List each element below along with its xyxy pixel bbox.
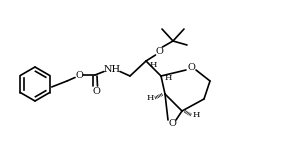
Text: O: O [75,71,83,80]
Text: NH: NH [103,64,120,73]
Text: O: O [92,86,100,95]
Text: H: H [164,74,172,82]
Text: H: H [149,61,157,69]
Text: H: H [146,94,154,102]
Text: H: H [192,111,200,119]
Text: O: O [155,46,163,56]
Text: O: O [168,119,176,129]
Text: O: O [187,63,195,71]
